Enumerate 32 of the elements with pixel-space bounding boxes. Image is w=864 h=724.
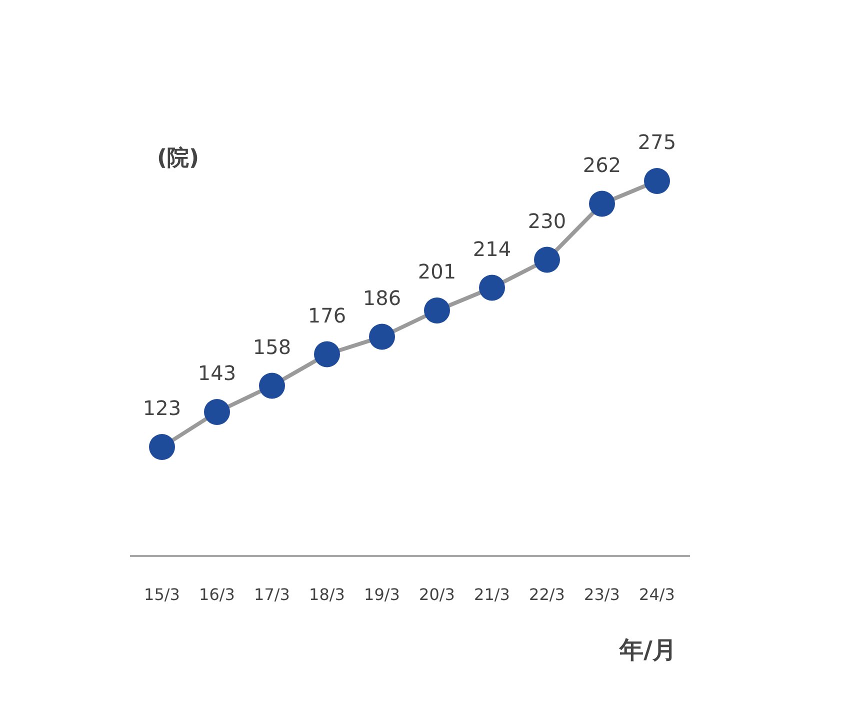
x-tick-label: 22/3 (529, 585, 565, 604)
point (644, 168, 670, 194)
data-label: 123 (142, 396, 182, 420)
point (259, 372, 285, 399)
x-tick-label: 17/3 (254, 585, 290, 604)
point (479, 274, 505, 301)
x-tick-label: 20/3 (419, 585, 455, 604)
x-tick-label: 24/3 (639, 585, 675, 604)
x-tick-label: 19/3 (364, 585, 400, 604)
data-label: 262 (582, 152, 622, 177)
point (314, 341, 340, 368)
x-tick-label: 15/3 (144, 585, 180, 604)
x-tick-label: 16/3 (199, 585, 235, 604)
point (369, 324, 395, 350)
y-axis-title: (院) (156, 146, 200, 171)
point (534, 246, 560, 273)
data-label: 201 (418, 260, 456, 284)
point (424, 298, 450, 324)
data-label: 143 (198, 361, 236, 385)
x-tick-label: 18/3 (309, 585, 345, 604)
point (149, 434, 175, 460)
point (204, 399, 230, 425)
data-label: 230 (528, 208, 566, 233)
x-axis-title: 年/月 (618, 636, 676, 664)
data-label: 176 (308, 303, 346, 328)
data-label: 158 (252, 334, 292, 359)
data-label: 214 (472, 236, 512, 261)
x-tick-label: 23/3 (584, 585, 620, 604)
x-tick-label: 21/3 (474, 585, 510, 604)
point (589, 190, 615, 217)
data-label: 186 (362, 286, 402, 310)
data-label: 275 (638, 130, 676, 154)
